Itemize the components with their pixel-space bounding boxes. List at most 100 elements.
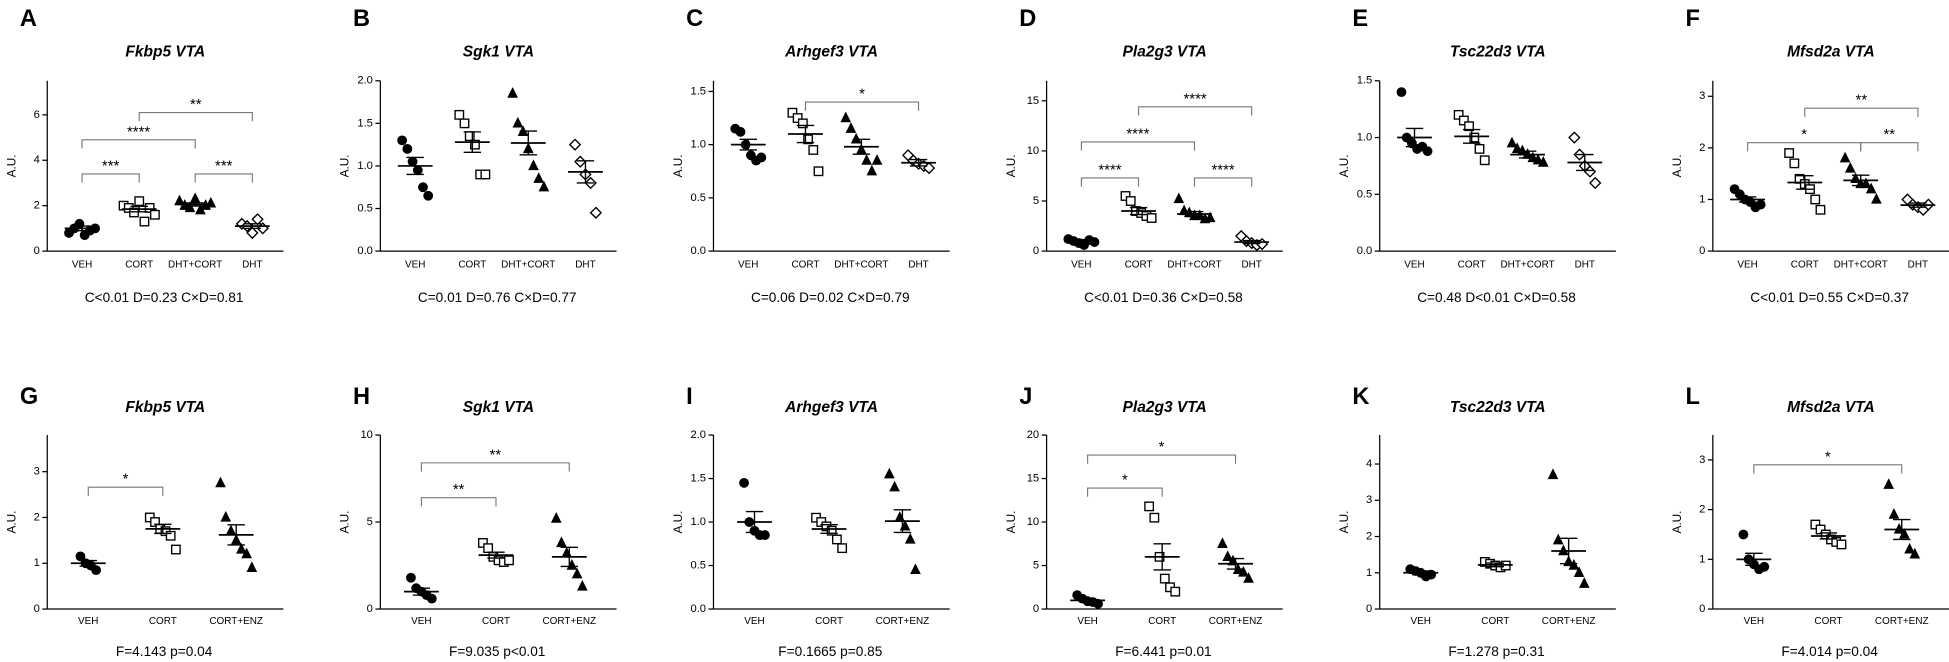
y-tick-label: 0.5 bbox=[1357, 188, 1373, 200]
significance-bracket bbox=[81, 139, 196, 149]
significance-bracket bbox=[194, 173, 253, 183]
data-point bbox=[808, 145, 819, 155]
data-point bbox=[1146, 213, 1157, 223]
data-point bbox=[840, 111, 852, 123]
x-tick-label: VEH bbox=[411, 616, 431, 627]
data-point bbox=[1089, 237, 1100, 247]
significance-label: * bbox=[1825, 449, 1831, 465]
data-point bbox=[1888, 508, 1900, 519]
y-axis-label: A.U. bbox=[1337, 154, 1351, 177]
panel-title: Mfsd2a VTA bbox=[1787, 399, 1875, 416]
x-tick-label: VEH bbox=[1077, 616, 1097, 627]
data-point bbox=[189, 192, 201, 204]
data-point bbox=[831, 534, 842, 545]
data-point bbox=[1170, 586, 1181, 597]
significance-bracket bbox=[1087, 454, 1237, 464]
data-point bbox=[577, 579, 588, 591]
panel-letter: A bbox=[20, 6, 37, 32]
significance-label: **** bbox=[1098, 162, 1121, 178]
x-tick-label: DHT bbox=[1241, 259, 1261, 270]
sem-bar bbox=[79, 559, 97, 567]
panel-letter: D bbox=[1019, 6, 1036, 32]
y-tick-label: 3 bbox=[1699, 90, 1705, 102]
y-tick-label: 2 bbox=[1699, 504, 1705, 516]
x-tick-label: DHT bbox=[908, 259, 928, 270]
data-point bbox=[889, 480, 900, 492]
panel: I Arhgef3 VTA A.U. 0.0 0.5 1.0 1.5 2.0 VEH CORT CO… bbox=[671, 384, 950, 659]
data-point bbox=[1469, 132, 1480, 143]
stats-text: C=0.01 D=0.76 C×D=0.77 bbox=[418, 290, 577, 305]
data-point bbox=[1464, 121, 1474, 132]
y-tick-label: 0.0 bbox=[690, 245, 706, 257]
x-tick-label: VEH bbox=[1744, 616, 1764, 627]
sem-bar bbox=[519, 130, 537, 156]
sem-bar bbox=[1242, 239, 1261, 245]
data-point bbox=[1589, 176, 1602, 190]
data-point bbox=[402, 143, 413, 154]
y-tick-label: 2 bbox=[34, 200, 40, 212]
data-point bbox=[470, 139, 480, 150]
sem-bar bbox=[1909, 202, 1927, 208]
data-point bbox=[215, 476, 226, 488]
significance-label: **** bbox=[1211, 162, 1234, 178]
significance-bracket bbox=[1138, 106, 1253, 116]
data-point bbox=[538, 180, 550, 192]
stats-text: F=4.143 p=0.04 bbox=[116, 644, 213, 659]
data-point bbox=[423, 190, 434, 201]
data-point bbox=[1839, 151, 1851, 163]
data-point bbox=[850, 132, 862, 144]
y-tick-label: 1 bbox=[1699, 193, 1705, 205]
data-point bbox=[1547, 468, 1559, 480]
significance-label: ** bbox=[1884, 127, 1896, 143]
data-point bbox=[739, 477, 749, 488]
sem-bar bbox=[487, 551, 505, 559]
data-point bbox=[556, 536, 567, 548]
significance-label: ** bbox=[453, 482, 465, 498]
panel-title: Fkbp5 VTA bbox=[125, 43, 205, 60]
x-tick-label: VEH bbox=[78, 616, 98, 627]
y-tick-label: 1.0 bbox=[1357, 132, 1373, 144]
y-axis-label: A.U. bbox=[671, 154, 685, 177]
data-point bbox=[845, 122, 857, 133]
significance-bracket bbox=[138, 112, 253, 122]
x-tick-label: CORT bbox=[791, 259, 819, 270]
x-tick-label: DHT bbox=[575, 259, 595, 270]
y-tick-label: 0 bbox=[1699, 245, 1705, 257]
data-point bbox=[170, 544, 181, 555]
data-point bbox=[735, 126, 746, 137]
data-point bbox=[1909, 547, 1921, 559]
stats-text: F=0.1665 p=0.85 bbox=[778, 644, 882, 659]
panel: J Pla2g3 VTA A.U. 0 5 10 15 20 VEH CORT CORT+ENZ * *… bbox=[1004, 384, 1283, 659]
stats-text: F=4.014 p=0.04 bbox=[1781, 644, 1878, 659]
y-axis-label: A.U. bbox=[5, 154, 19, 177]
panel-letter: C bbox=[686, 6, 703, 32]
data-point bbox=[528, 159, 539, 171]
significance-bracket bbox=[1747, 142, 1862, 152]
y-tick-label: 0 bbox=[34, 245, 40, 257]
x-tick-label: DHT+CORT bbox=[1501, 259, 1555, 270]
data-point bbox=[459, 118, 470, 129]
x-tick-label: DHT+CORT bbox=[1167, 259, 1221, 270]
x-tick-label: CORT bbox=[1148, 616, 1176, 627]
data-point bbox=[1527, 151, 1539, 163]
panel-title: Tsc22d3 VTA bbox=[1450, 399, 1546, 416]
y-tick-label: 0 bbox=[1033, 603, 1039, 615]
data-point bbox=[91, 565, 102, 576]
y-tick-label: 0 bbox=[367, 603, 373, 615]
sem-bar bbox=[73, 225, 91, 232]
significance-bracket bbox=[1804, 107, 1919, 117]
data-point bbox=[1815, 524, 1826, 535]
data-point bbox=[1883, 478, 1895, 489]
significance-bracket bbox=[1080, 177, 1140, 187]
data-point bbox=[1511, 142, 1523, 154]
sem-bar bbox=[1796, 175, 1814, 190]
y-tick-label: 4 bbox=[34, 154, 40, 166]
data-point bbox=[1784, 148, 1795, 158]
significance-label: ** bbox=[1856, 93, 1868, 109]
data-point bbox=[1396, 87, 1407, 98]
data-point bbox=[139, 216, 150, 227]
y-tick-label: 1 bbox=[1366, 567, 1372, 579]
sem-bar bbox=[1819, 532, 1838, 540]
significance-label: * bbox=[123, 472, 129, 488]
y-tick-label: 3 bbox=[34, 466, 40, 478]
